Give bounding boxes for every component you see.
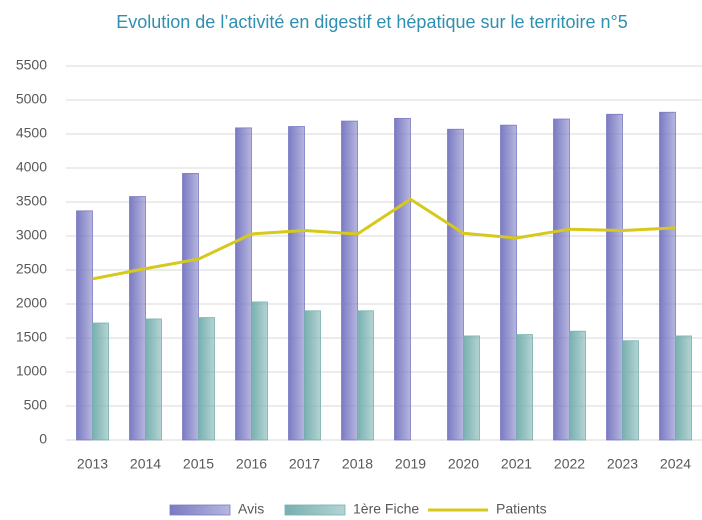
- y-tick-label: 3500: [16, 193, 47, 209]
- bar: [235, 127, 252, 441]
- bar: [516, 334, 533, 441]
- bar: [606, 113, 623, 441]
- bar: [92, 322, 109, 441]
- x-tick-label: 2018: [342, 456, 373, 472]
- y-tick-label: 3000: [16, 227, 47, 243]
- bar: [341, 120, 358, 441]
- bar: [553, 118, 570, 441]
- bar: [675, 335, 692, 441]
- y-tick-label: 1000: [16, 363, 47, 379]
- x-tick-label: 2016: [236, 456, 267, 472]
- y-tick-label: 4000: [16, 159, 47, 175]
- x-tick-label: 2019: [395, 456, 426, 472]
- y-tick-label: 5000: [16, 91, 47, 107]
- bar: [659, 111, 676, 441]
- legend-label: Patients: [496, 501, 547, 517]
- bar: [198, 317, 215, 441]
- y-tick-label: 2500: [16, 261, 47, 277]
- bar: [447, 128, 464, 441]
- y-tick-label: 0: [39, 431, 47, 447]
- bar: [569, 330, 586, 441]
- legend-swatch: [169, 504, 231, 516]
- bar: [288, 126, 305, 441]
- x-tick-label: 2022: [554, 456, 585, 472]
- bar: [394, 117, 411, 441]
- bar: [304, 310, 321, 441]
- x-tick-label: 2015: [183, 456, 214, 472]
- y-tick-label: 5500: [16, 57, 47, 73]
- y-tick-label: 1500: [16, 329, 47, 345]
- legend-swatch: [284, 504, 346, 516]
- x-tick-label: 2013: [77, 456, 108, 472]
- x-tick-label: 2024: [660, 456, 691, 472]
- x-tick-label: 2023: [607, 456, 638, 472]
- legend-label: 1ère Fiche: [353, 501, 419, 517]
- y-tick-label: 4500: [16, 125, 47, 141]
- x-tick-label: 2020: [448, 456, 479, 472]
- line: [92, 197, 676, 281]
- bar: [463, 335, 480, 441]
- bar: [251, 301, 268, 441]
- x-tick-label: 2017: [289, 456, 320, 472]
- bar: [357, 310, 374, 441]
- chart-title: Evolution de l’activité en digestif et h…: [116, 12, 628, 32]
- bar: [129, 196, 146, 441]
- legend-label: Avis: [238, 501, 264, 517]
- y-tick-label: 500: [24, 397, 48, 413]
- x-tick-label: 2014: [130, 456, 161, 472]
- bar: [182, 173, 199, 441]
- x-tick-label: 2021: [501, 456, 532, 472]
- bar: [622, 340, 639, 441]
- bar: [500, 124, 517, 441]
- bar: [76, 210, 93, 441]
- y-tick-label: 2000: [16, 295, 47, 311]
- bar: [145, 318, 162, 441]
